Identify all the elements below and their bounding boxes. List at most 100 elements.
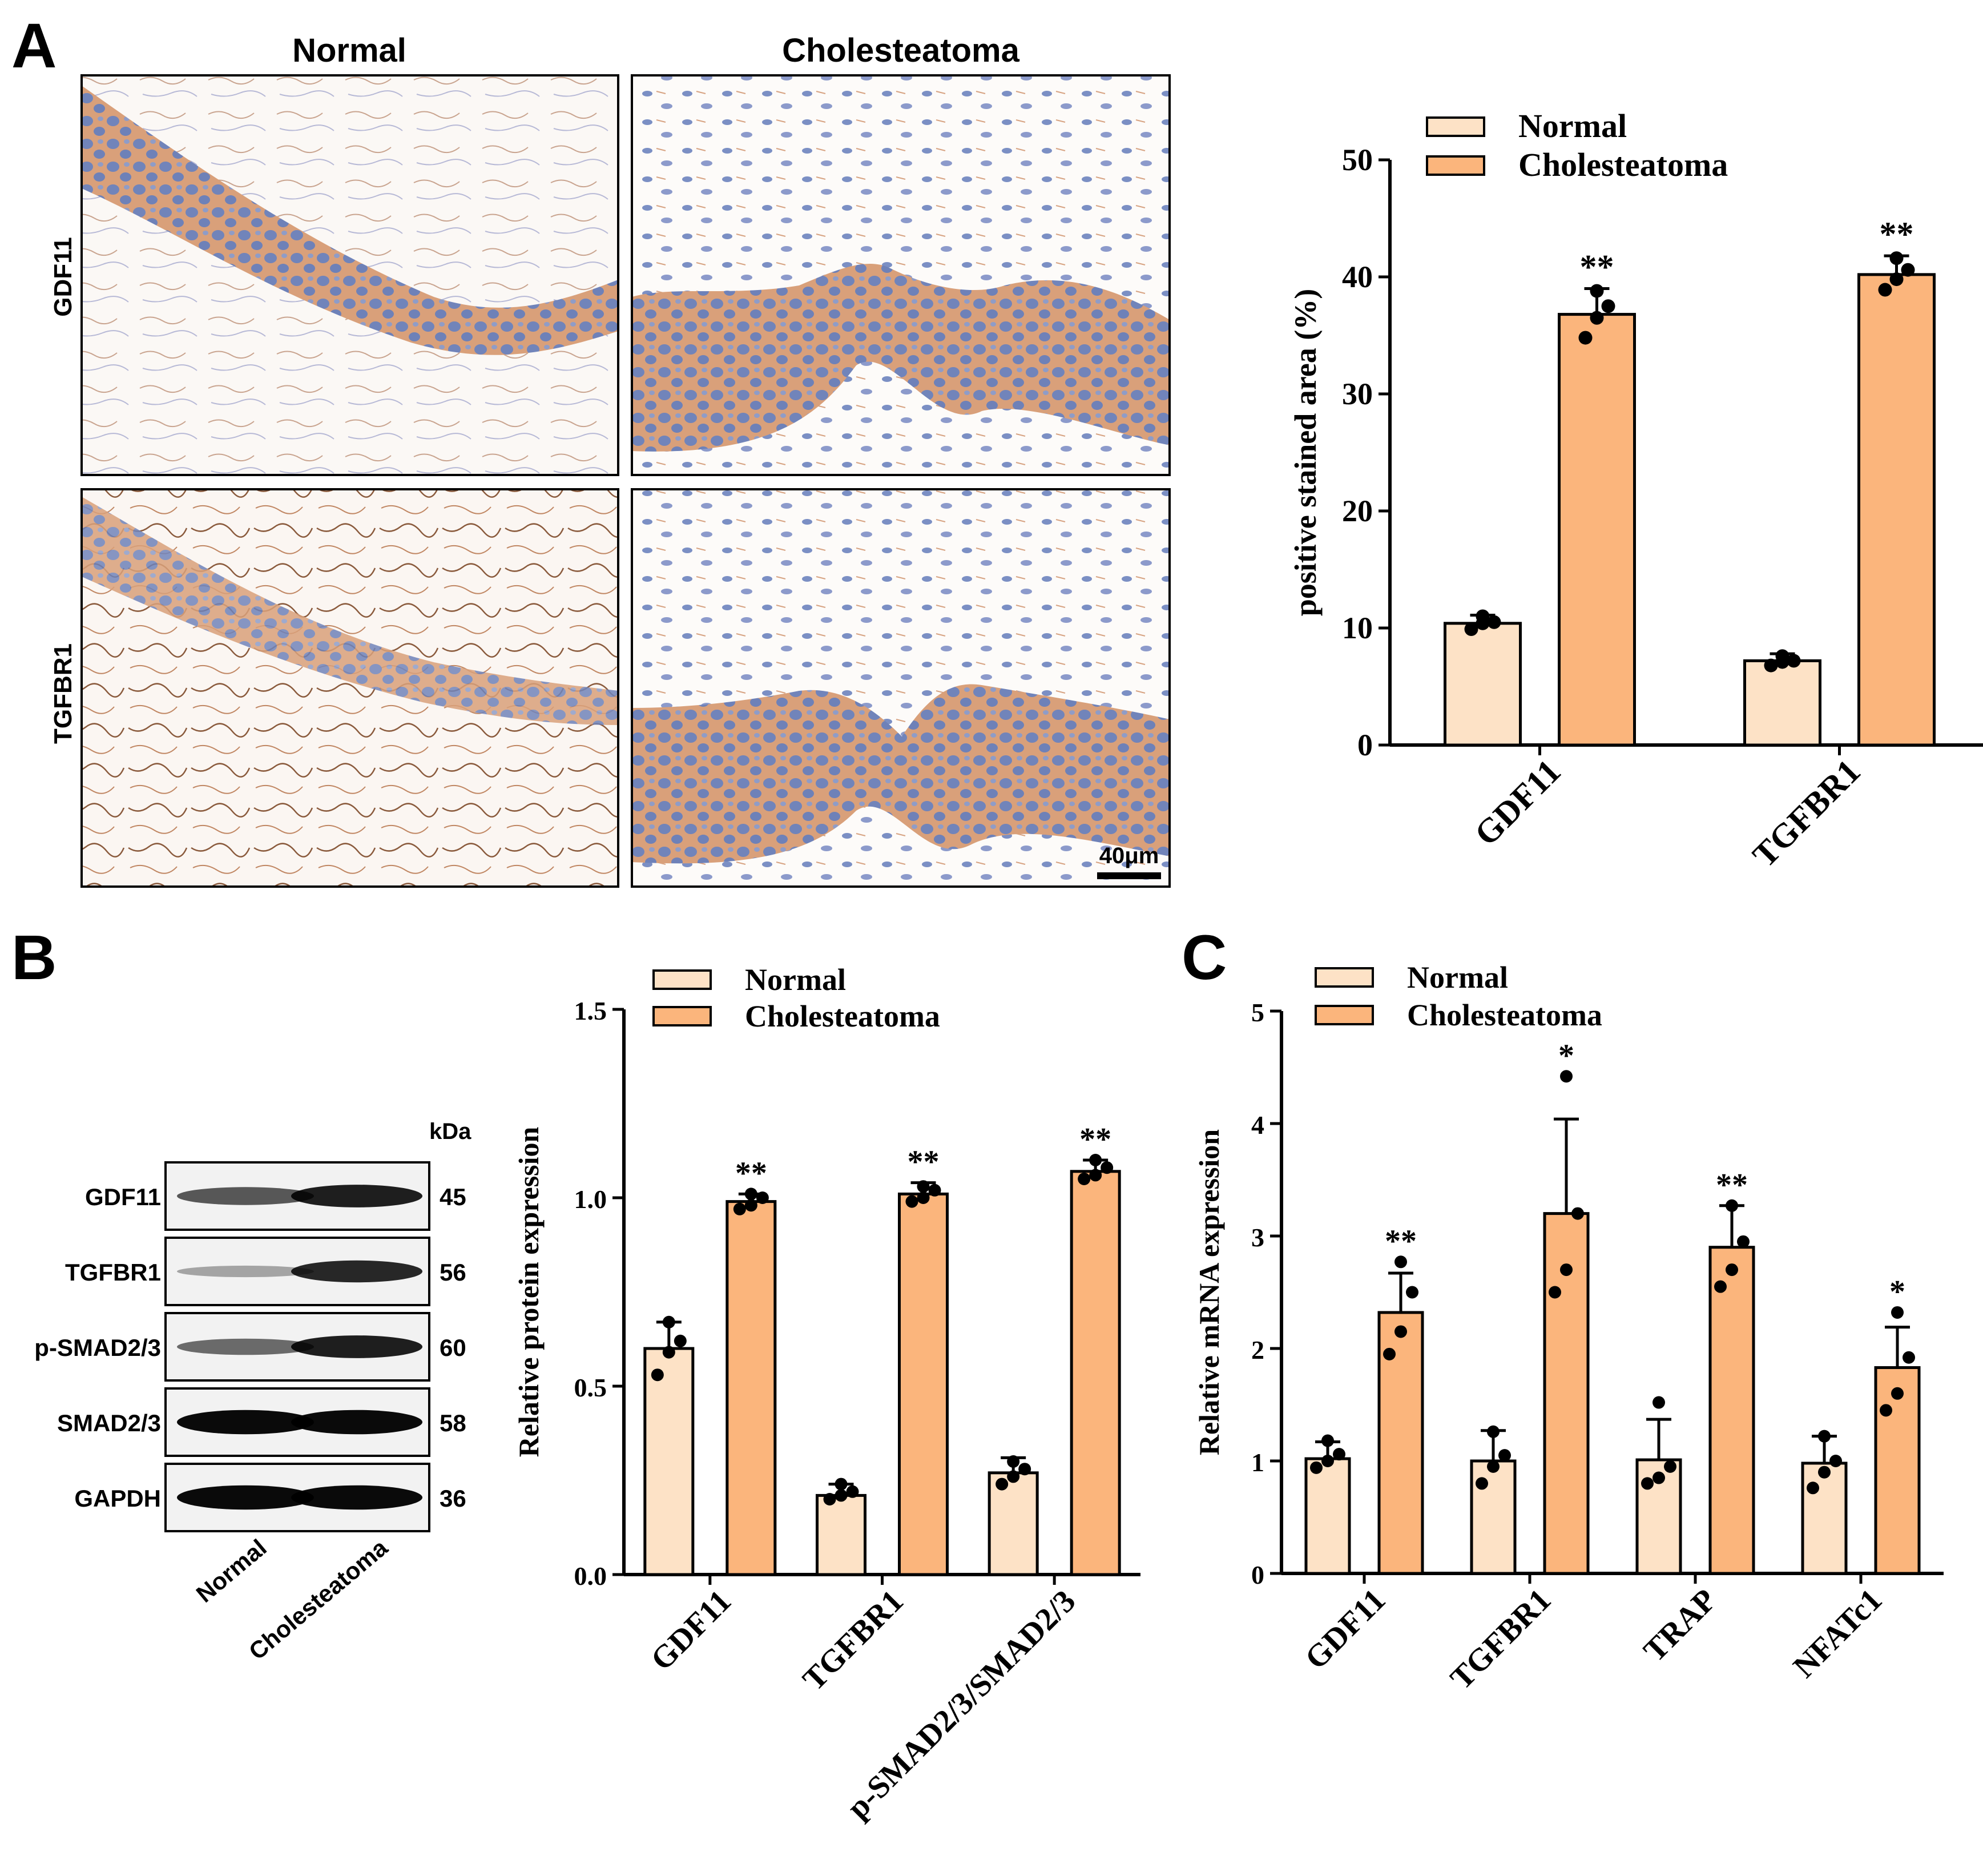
x-tick-label: GDF11 — [1298, 1582, 1392, 1676]
micrograph-cholesteatoma-gdf11 — [631, 74, 1171, 476]
scale-bar-label: 40μm — [1099, 843, 1159, 868]
data-point — [1818, 1430, 1831, 1443]
data-point — [1652, 1471, 1665, 1484]
bar-normal-gdf11 — [1444, 622, 1522, 747]
data-point — [1641, 1477, 1654, 1490]
x-tick-label: TGFBR1 — [1444, 1582, 1558, 1696]
y-axis-label: Relative mRNA expression — [1193, 1129, 1225, 1455]
data-point — [1726, 1263, 1738, 1277]
data-point — [744, 1199, 757, 1212]
data-point — [1101, 1161, 1114, 1174]
data-point — [1571, 1207, 1584, 1220]
data-point — [651, 1368, 664, 1382]
western-blot: kDa GDF11 45 TGFBR1 56 p-SMAD2/3 60 SMAD2/3 58 G… — [34, 1119, 471, 1665]
chart-panel-a: 0 10 20 30 40 50 positive stained area (%) GDF1… — [1288, 107, 1983, 875]
blot-band-cholesteatoma — [291, 1260, 422, 1283]
bar-normal-tgfbr1 — [1743, 659, 1821, 747]
data-point — [1498, 1449, 1511, 1462]
y-tick-label: 2 — [1251, 1335, 1264, 1364]
bar-cholesteatoma-gdf11 — [1558, 313, 1636, 747]
legend-label-cholesteatoma: Cholesteatoma — [745, 999, 940, 1033]
y-axis-label: positive stained area (%) — [1288, 289, 1323, 616]
micrograph-normal-gdf11 — [80, 74, 619, 476]
y-tick-label: 0 — [1251, 1560, 1264, 1589]
column-title-cholesteatoma: Cholesteatoma — [782, 32, 1020, 69]
blot-kda-value: 36 — [440, 1485, 466, 1512]
bar-normal-tgfbr1 — [816, 1493, 866, 1576]
y-tick-label: 10 — [1342, 611, 1373, 645]
data-point — [1078, 1173, 1091, 1185]
data-point — [1406, 1286, 1418, 1299]
panel-letter-c: C — [1182, 923, 1227, 993]
data-point — [1464, 622, 1478, 637]
significance-mark: ** — [1385, 1223, 1417, 1259]
blot-band-normal — [177, 1485, 314, 1510]
blot-band-normal — [177, 1187, 314, 1205]
bar-normal-gdf11 — [1304, 1457, 1351, 1575]
significance-mark: ** — [908, 1145, 940, 1180]
blot-row-label: GAPDH — [74, 1485, 161, 1512]
data-point — [1903, 1351, 1915, 1364]
legend-label-normal: Normal — [745, 963, 846, 997]
data-point — [1321, 1434, 1334, 1447]
blot-band-normal — [177, 1265, 314, 1278]
chart-panel-b: 0.0 0.5 1.0 1.5 Relative protein expression G… — [513, 963, 1140, 1826]
ihc-image-grid: Normal Cholesteatoma GDF11 TGFBR1 40μm — [49, 32, 1171, 888]
data-point — [1737, 1235, 1750, 1248]
data-point — [1333, 1448, 1345, 1461]
y-tick-label: 4 — [1251, 1110, 1264, 1140]
significance-mark: ** — [1580, 248, 1614, 286]
data-point — [1394, 1255, 1407, 1269]
data-point — [1476, 1477, 1488, 1490]
data-point — [1880, 1404, 1892, 1417]
data-point — [1590, 284, 1604, 298]
data-point — [1714, 1280, 1727, 1293]
data-point — [744, 1187, 757, 1201]
bar-cholesteatoma-p-smad2-3-smad2-3 — [1070, 1170, 1121, 1576]
data-point — [1601, 299, 1615, 313]
blot-band-cholesteatoma — [291, 1185, 422, 1207]
legend-swatch-normal — [652, 969, 712, 990]
legend-label-normal: Normal — [1407, 960, 1508, 995]
data-point — [1652, 1396, 1665, 1409]
kda-unit-label: kDa — [429, 1119, 471, 1144]
significance-mark: ** — [735, 1156, 767, 1191]
data-point — [733, 1202, 746, 1215]
blot-lane-normal: Normal — [191, 1534, 272, 1608]
data-point — [1578, 331, 1593, 345]
x-tick-label: TGFBR1 — [1746, 752, 1868, 875]
data-point — [1891, 1306, 1904, 1319]
significance-mark: ** — [1880, 215, 1914, 253]
bar-normal-tgfbr1 — [1470, 1459, 1517, 1575]
data-point — [1394, 1325, 1407, 1338]
blot-row-label: GDF11 — [85, 1183, 161, 1210]
blot-band-normal — [177, 1410, 314, 1435]
x-tick-label: NFATc1 — [1787, 1582, 1889, 1684]
y-tick-label: 3 — [1251, 1223, 1264, 1252]
blot-row-label: TGFBR1 — [65, 1259, 161, 1286]
y-tick-label: 1.0 — [574, 1185, 607, 1214]
significance-mark: * — [1558, 1038, 1574, 1073]
data-point — [1487, 1460, 1500, 1473]
data-point — [1889, 272, 1904, 287]
column-title-normal: Normal — [292, 32, 406, 69]
data-point — [1787, 654, 1801, 668]
significance-mark: ** — [1079, 1122, 1111, 1157]
data-point — [1829, 1455, 1842, 1467]
legend-swatch-cholesteatoma — [652, 1006, 712, 1026]
y-tick-label: 20 — [1342, 494, 1373, 528]
data-point — [1089, 1154, 1102, 1166]
blot-band-cholesteatoma — [291, 1410, 422, 1435]
data-point — [1775, 649, 1789, 663]
bar-cholesteatoma-gdf11 — [726, 1200, 777, 1576]
legend-swatch-normal — [1315, 967, 1374, 988]
data-point — [1487, 1425, 1500, 1438]
blot-kda-value: 58 — [440, 1410, 466, 1436]
data-point — [662, 1315, 675, 1329]
data-point — [1590, 311, 1604, 325]
panel-letter-b: B — [11, 923, 57, 993]
bar-normal-p-smad2-3-smad2-3 — [988, 1471, 1039, 1576]
bar-cholesteatoma-trap — [1708, 1246, 1755, 1575]
data-point — [1664, 1460, 1676, 1473]
